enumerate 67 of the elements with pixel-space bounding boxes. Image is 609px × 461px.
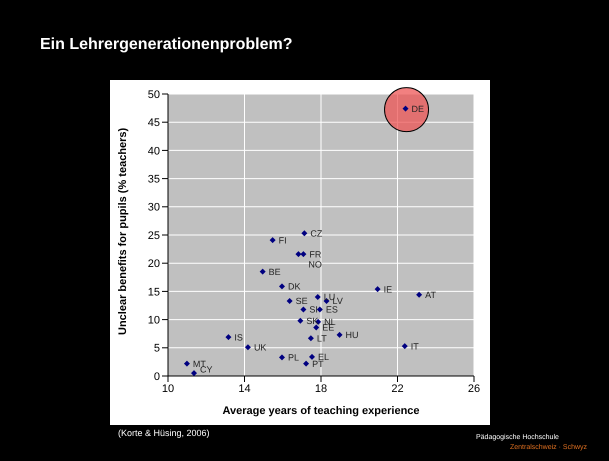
annotation: BE xyxy=(268,266,281,277)
point xyxy=(270,237,276,244)
point xyxy=(303,360,310,367)
annotation: FI xyxy=(278,235,287,246)
point xyxy=(416,292,422,298)
x-tick-label: 26 xyxy=(468,382,480,395)
point xyxy=(225,334,232,340)
point xyxy=(300,251,306,258)
annotation: IE xyxy=(384,284,392,294)
x-axis-title: Average years of teaching experience xyxy=(222,405,420,417)
point xyxy=(260,268,266,275)
annotation: SI xyxy=(309,304,318,315)
x-tick-label: 18 xyxy=(314,382,328,395)
annotation: DK xyxy=(288,282,300,292)
y-tick-label: 10 xyxy=(148,314,160,327)
point xyxy=(295,251,302,258)
annotation: LV xyxy=(332,296,343,306)
text: (Korte & Hüsing, 2006) xyxy=(118,428,210,438)
annotation: AT xyxy=(425,290,436,300)
y-axis-title: Unclear benefits for pupils (% teachers) xyxy=(116,127,129,335)
annotation: LT xyxy=(316,333,328,344)
point xyxy=(336,332,343,338)
x-tick-label: 10 xyxy=(162,382,174,395)
point xyxy=(191,370,198,376)
x-tick-label: 22 xyxy=(391,382,404,395)
point xyxy=(301,230,308,236)
y-tick-label: 20 xyxy=(148,258,160,270)
point xyxy=(308,335,314,342)
point xyxy=(297,318,304,324)
annotation: FR xyxy=(309,249,322,260)
annotation: CY xyxy=(200,364,213,374)
point xyxy=(402,106,409,112)
annotation: CZ xyxy=(310,228,323,239)
point xyxy=(374,286,381,292)
annotation: LU xyxy=(324,292,336,302)
point xyxy=(316,306,323,312)
annotation: PL xyxy=(288,352,299,363)
annotation: DE xyxy=(412,104,424,114)
point xyxy=(314,294,321,300)
annotation: ES xyxy=(326,304,338,315)
point xyxy=(313,324,320,330)
y-tick-label: 30 xyxy=(148,202,160,214)
y-tick-label: 25 xyxy=(148,230,160,242)
annotation: UK xyxy=(254,342,266,352)
annotation: IT xyxy=(410,341,420,352)
annotation: IS xyxy=(234,332,243,342)
point xyxy=(309,354,316,360)
y-tick-label: 40 xyxy=(148,145,160,158)
annotation: SE xyxy=(296,296,308,306)
point xyxy=(244,344,251,350)
point xyxy=(278,283,285,290)
annotation: NO xyxy=(308,259,322,270)
x-tick-label: 14 xyxy=(238,382,251,395)
point xyxy=(402,343,408,350)
annotation: PT xyxy=(312,358,324,369)
point xyxy=(184,360,190,367)
chart-title: Ein Lehrergenerationenproblem? xyxy=(40,36,292,54)
y-tick-label: 45 xyxy=(148,117,160,130)
y-tick-label: 5 xyxy=(154,342,160,355)
annotation: HU xyxy=(346,330,359,340)
y-tick-label: 0 xyxy=(154,370,160,383)
y-tick-label: 50 xyxy=(148,88,160,101)
y-tick-label: 15 xyxy=(148,286,160,298)
y-tick-label: 35 xyxy=(148,174,160,186)
point xyxy=(286,298,293,304)
point xyxy=(300,306,306,312)
point xyxy=(278,354,285,360)
